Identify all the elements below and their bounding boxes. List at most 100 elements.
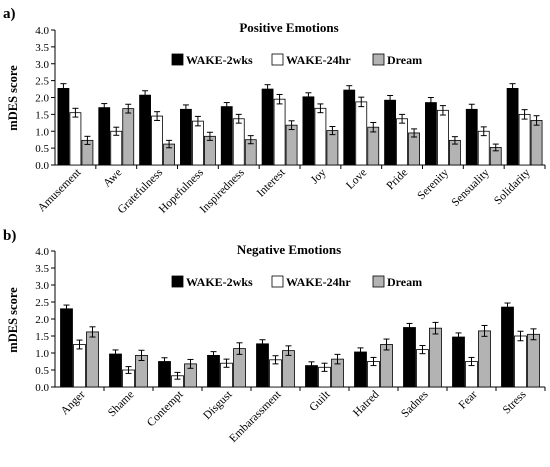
panel-a-category-label: Pride (385, 167, 411, 193)
panel-b-error-bar (89, 326, 96, 338)
panel-a-error-bar (521, 109, 528, 120)
panel-a-error-bar (329, 126, 336, 136)
panel-a-legend-item: WAKE-24hr (271, 53, 351, 67)
panel-a-error-bar (223, 102, 230, 112)
panel-a-error-bar (439, 105, 446, 116)
panel-a-bar-wake-2wks-gratefulness (139, 94, 151, 166)
panel-a-error-bar (182, 104, 189, 115)
panel-b-error-bar (272, 355, 279, 365)
panel-b-category-label: Anger (59, 389, 88, 418)
panel-a-error-bar (125, 103, 132, 114)
panel-b-legend-label: WAKE-2wks (186, 275, 253, 289)
panel-a-error-bar (72, 107, 79, 118)
panel-a-bar-wake-24hr-sensuality (477, 130, 490, 166)
panel-a-error-bar (492, 143, 499, 152)
panel-a-error-bar (194, 115, 201, 127)
panel-b-error-bar (112, 349, 119, 359)
panel-a-category-label: Amusement (36, 166, 84, 214)
panel-a-error-bar (247, 135, 254, 145)
panel-a-legend-label: WAKE-2wks (186, 53, 253, 67)
panel-b-category-label: Contempt (145, 388, 186, 429)
panel-b-ylabel: mDES score (6, 287, 20, 353)
panel-a-error-bar (101, 103, 108, 113)
panel-a-error-bar (370, 121, 377, 133)
panel-b-legend-item: Dream (372, 275, 422, 289)
panel-b-error-bar (357, 347, 364, 357)
panel-b-y-tick-label: 3.5 (35, 263, 49, 275)
panel-a-bar-wake-2wks-pride (384, 99, 396, 166)
panel-a-error-bar (113, 126, 120, 136)
panel-a-title: Positive Emotions (239, 20, 338, 35)
panel-a-error-bar (166, 139, 173, 149)
panel-a-bar-wake-24hr-joy (314, 107, 327, 166)
panel-b-legend-item: WAKE-24hr (271, 275, 351, 289)
panel-a-error-bar (346, 85, 353, 95)
panel-b-error-bar (383, 338, 390, 351)
panel-a-bar-wake-2wks-love (343, 89, 356, 166)
panel-b-bar-dream-hatred (380, 344, 393, 388)
panel-b-category-label: Sadnes (399, 388, 431, 420)
panel-b-error-bar (406, 322, 413, 333)
panel-a-error-bar (427, 97, 434, 109)
panel-b-bar-wake-24hr-stress (514, 335, 527, 388)
panel-a-legend-label: Dream (387, 53, 422, 67)
panel-b-y-tick-label: 1.5 (35, 331, 49, 343)
panel-a-ylabel: mDES score (6, 65, 20, 131)
panel-b-legend-label: WAKE-24hr (286, 275, 351, 289)
panel-b-error-bar (517, 330, 524, 342)
panel-a-category-label: Interest (255, 166, 288, 199)
panel-b-error-bar (334, 353, 341, 365)
panel-a-legend-swatch (372, 53, 385, 66)
panel-b-y-tick-label: 3.0 (35, 280, 49, 292)
panel-b-y-tick-label: 1.0 (35, 348, 49, 360)
panel-a-bar-wake-24hr-interest (273, 98, 286, 166)
panel-a-bar-wake-24hr-solidarity (518, 113, 531, 166)
panel-b-y-tick-label: 2.5 (35, 297, 49, 309)
panel-b-error-bar (138, 349, 145, 361)
panel-b-error-bar (63, 304, 70, 314)
panel-b-bar-wake-24hr-sadnes (416, 349, 429, 388)
panel-b-y-tick-label: 2.0 (35, 314, 49, 326)
panel-a-legend-label: WAKE-24hr (286, 53, 351, 67)
panel-a-legend-item: WAKE-2wks (171, 53, 253, 67)
panel-a-bar-dream-solidarity (530, 120, 543, 166)
panel-a-error-bar (288, 120, 295, 131)
panel-a-bar-wake-24hr-love (355, 101, 368, 166)
panel-a-y-tick-label: 4.0 (35, 25, 49, 37)
panel-a-error-bar (60, 83, 67, 94)
panel-a-category-label: Love (344, 167, 369, 192)
panel-a-y-tick-label: 0.5 (35, 143, 49, 155)
panel-a-y-tick-label: 3.5 (35, 42, 49, 54)
panel-a-bar-wake-2wks-hopefulness (180, 108, 192, 166)
panel-a-bar-wake-2wks-interest (261, 88, 274, 166)
panel-b-error-bar (187, 358, 194, 369)
panel-a-category-label: Joy (309, 166, 329, 186)
panel-b-y-tick-label: 0.5 (35, 365, 49, 377)
panel-a-bar-wake-24hr-awe (110, 130, 123, 166)
panel-a-bar-wake-24hr-pride (396, 118, 408, 166)
panel-a-bar-wake-2wks-awe (98, 107, 111, 166)
panel-b-bar-wake-2wks-disgust (207, 354, 220, 388)
panel-a-category-label: Serenity (415, 166, 451, 202)
panel-b-legend-label: Dream (387, 275, 422, 289)
panel-b-category-label: Stress (501, 388, 529, 416)
panel-a-bar-wake-2wks-inspiredness (220, 106, 233, 166)
panel-a-category-label: Awe (101, 167, 124, 190)
panel-b-error-bar (432, 321, 439, 335)
panel-b-category-label: Embarassment (227, 388, 284, 445)
panel-b-error-bar (308, 361, 315, 370)
panel-b-bar-dream-embarassment (282, 350, 295, 388)
panel-b-bar-dream-sadnes (429, 327, 442, 388)
panel-a-bar-dream-interest (285, 124, 298, 166)
panel-a-error-bar (533, 115, 540, 126)
panel-a-category-label: Solidarity (492, 166, 533, 207)
panel-a-error-bar (142, 90, 149, 101)
panel-b-error-bar (455, 332, 462, 342)
panel-b-legend-swatch (271, 275, 284, 288)
panel-a-bar-wake-2wks-amusement (57, 87, 70, 166)
panel-a-error-bar (84, 135, 91, 145)
panel-a-error-bar (387, 94, 394, 106)
panel-a-y-tick-label: 0.0 (35, 160, 49, 172)
panel-b-error-bar (161, 357, 168, 366)
